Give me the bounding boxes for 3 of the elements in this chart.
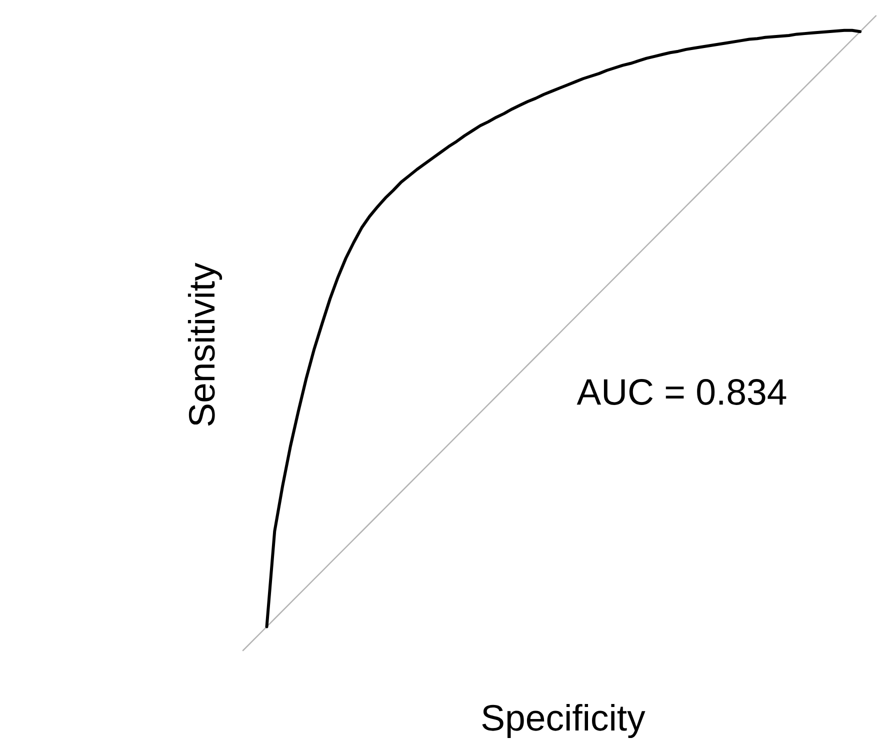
annotation: AUC = 0.834 (576, 379, 786, 405)
x-axis-title: Specificity (482, 704, 646, 738)
y-axis-title: Sensitivity (188, 262, 222, 426)
